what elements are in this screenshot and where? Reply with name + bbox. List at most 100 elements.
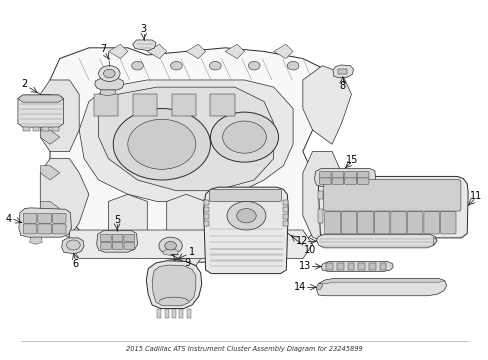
Circle shape <box>131 62 143 70</box>
FancyBboxPatch shape <box>407 212 422 234</box>
Bar <box>203 214 208 219</box>
Circle shape <box>236 208 256 223</box>
FancyBboxPatch shape <box>323 180 460 211</box>
FancyBboxPatch shape <box>357 212 372 234</box>
Bar <box>347 263 354 270</box>
FancyBboxPatch shape <box>101 242 111 249</box>
Polygon shape <box>203 187 287 274</box>
Bar <box>283 214 287 219</box>
Bar <box>203 221 208 226</box>
FancyBboxPatch shape <box>112 234 122 242</box>
Circle shape <box>66 240 80 250</box>
Polygon shape <box>40 80 79 152</box>
Polygon shape <box>52 127 59 131</box>
Polygon shape <box>432 237 436 245</box>
FancyBboxPatch shape <box>440 212 455 234</box>
Circle shape <box>103 69 115 78</box>
Polygon shape <box>318 176 467 238</box>
Bar <box>337 69 346 74</box>
FancyBboxPatch shape <box>38 224 51 234</box>
Polygon shape <box>164 309 168 318</box>
Text: 2015 Cadillac ATS Instrument Cluster Assembly Diagram for 23245899: 2015 Cadillac ATS Instrument Cluster Ass… <box>126 346 362 352</box>
Bar <box>171 94 196 116</box>
Polygon shape <box>97 231 137 252</box>
Polygon shape <box>332 65 353 78</box>
Polygon shape <box>40 130 60 144</box>
Polygon shape <box>50 48 341 262</box>
Bar <box>132 94 157 116</box>
FancyBboxPatch shape <box>341 212 356 234</box>
Text: 5: 5 <box>114 215 120 225</box>
Bar <box>203 207 208 212</box>
Circle shape <box>209 62 221 70</box>
Polygon shape <box>163 249 178 256</box>
Text: 10: 10 <box>303 245 315 255</box>
Bar <box>336 263 343 270</box>
FancyBboxPatch shape <box>123 234 134 242</box>
Polygon shape <box>19 208 71 237</box>
FancyBboxPatch shape <box>373 212 389 234</box>
Polygon shape <box>40 202 60 216</box>
Polygon shape <box>61 238 84 253</box>
FancyBboxPatch shape <box>52 213 66 223</box>
Polygon shape <box>18 95 63 127</box>
Circle shape <box>248 62 260 70</box>
FancyBboxPatch shape <box>319 178 330 184</box>
Circle shape <box>113 109 210 180</box>
Circle shape <box>127 119 196 169</box>
Polygon shape <box>318 279 444 284</box>
Polygon shape <box>316 234 436 248</box>
Polygon shape <box>321 261 392 271</box>
Polygon shape <box>108 44 127 59</box>
Polygon shape <box>244 187 283 258</box>
Bar <box>283 207 287 212</box>
Circle shape <box>99 66 120 81</box>
Polygon shape <box>147 44 166 59</box>
Polygon shape <box>172 309 176 318</box>
Polygon shape <box>146 261 201 309</box>
Polygon shape <box>69 230 312 258</box>
FancyBboxPatch shape <box>38 213 51 223</box>
Polygon shape <box>108 194 147 258</box>
FancyBboxPatch shape <box>209 189 281 202</box>
Polygon shape <box>166 194 205 266</box>
Polygon shape <box>273 44 292 59</box>
Bar <box>283 200 287 205</box>
FancyBboxPatch shape <box>324 212 340 234</box>
FancyBboxPatch shape <box>423 212 439 234</box>
FancyBboxPatch shape <box>357 178 368 184</box>
Polygon shape <box>179 309 183 318</box>
FancyBboxPatch shape <box>357 171 368 178</box>
Polygon shape <box>18 95 63 102</box>
FancyBboxPatch shape <box>112 242 122 249</box>
Bar <box>318 208 323 223</box>
Text: 6: 6 <box>72 258 78 269</box>
Polygon shape <box>302 66 351 144</box>
FancyBboxPatch shape <box>23 224 37 234</box>
Circle shape <box>287 62 298 70</box>
FancyBboxPatch shape <box>331 171 343 178</box>
Polygon shape <box>316 284 322 289</box>
Text: 9: 9 <box>183 258 190 268</box>
Circle shape <box>210 112 278 162</box>
FancyBboxPatch shape <box>23 213 37 223</box>
FancyBboxPatch shape <box>344 178 356 184</box>
Bar <box>203 200 208 205</box>
Text: 15: 15 <box>346 155 358 165</box>
Bar <box>325 263 332 270</box>
Polygon shape <box>23 127 30 131</box>
Text: 11: 11 <box>469 191 481 201</box>
Text: 4: 4 <box>5 213 12 224</box>
Polygon shape <box>152 265 196 306</box>
FancyBboxPatch shape <box>52 224 66 234</box>
FancyBboxPatch shape <box>390 212 406 234</box>
Circle shape <box>170 62 182 70</box>
Bar <box>210 94 234 116</box>
Text: 13: 13 <box>299 261 311 271</box>
FancyBboxPatch shape <box>344 171 356 178</box>
Polygon shape <box>224 44 244 59</box>
Polygon shape <box>302 152 341 244</box>
Polygon shape <box>186 44 205 59</box>
Circle shape <box>159 237 182 254</box>
Bar <box>358 263 365 270</box>
